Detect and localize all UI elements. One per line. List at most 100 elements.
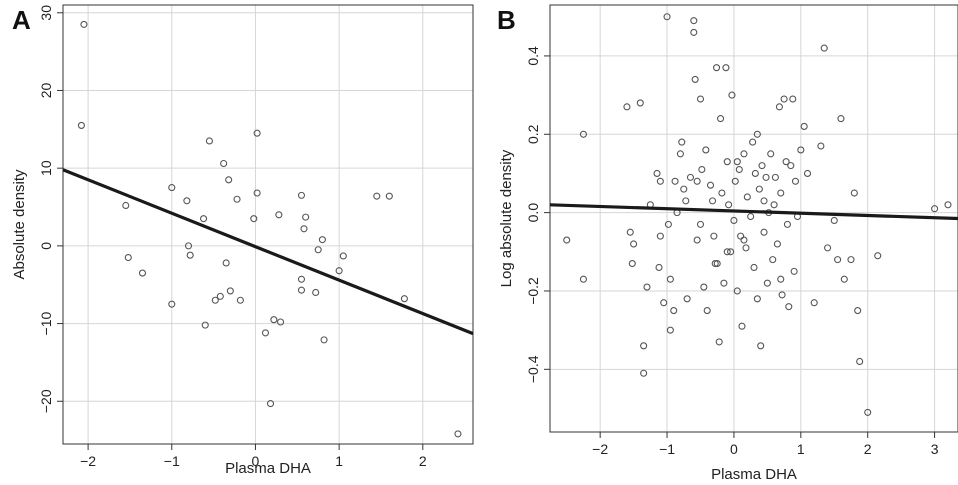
panel-b-data-point-84	[782, 158, 790, 166]
panel-b-data-point-27	[682, 197, 690, 205]
panel-b-y-tick-label: 0.4	[525, 46, 541, 66]
panel-b-data-point-86	[785, 303, 793, 311]
panel-b-y-tick-label: 0.0	[525, 203, 541, 223]
panel-b-letter: B	[497, 5, 516, 35]
panel-b-data-point-39	[703, 307, 711, 315]
panel-b-data-point-33	[693, 177, 701, 185]
panel-a-data-point-16	[222, 259, 230, 267]
panel-b-data-point-113	[753, 130, 761, 138]
panel-b-chart: −2 −1 0 1 2 3 −0.4 −0.2 0.0 0.2 0.4 Plasma DHA Log a…	[497, 4, 958, 483]
panel-a-data-point-28	[277, 318, 285, 326]
panel-b-data-point-73	[763, 279, 771, 287]
panel-a-data-point-15	[220, 159, 228, 168]
panel-a-x-axis-label: Plasma DHA	[225, 460, 311, 477]
panel-a-y-tick-label: −20	[38, 389, 54, 413]
panel-b-data-point-96	[817, 142, 825, 150]
panel-a-data-point-27	[275, 211, 283, 219]
panel-a-data-point-3	[124, 253, 132, 262]
panel-b-data-point-21	[670, 307, 678, 315]
panel-b-data-point-45	[715, 338, 723, 346]
panel-a-data-point-40	[373, 192, 381, 200]
panel-b-data-point-6	[628, 260, 636, 268]
panel-b-data-point-103	[847, 256, 855, 264]
panel-b-data-point-29	[686, 173, 695, 181]
panel-b-data-point-102	[840, 275, 848, 283]
panel-b-data-point-89	[790, 267, 798, 275]
panel-b-data-point-36	[698, 165, 706, 174]
panel-b-data-point-82	[778, 291, 786, 299]
panel-a-data-point-8	[184, 242, 193, 250]
panel-b-data-point-12	[653, 169, 661, 177]
panel-b-data-point-16	[660, 299, 668, 307]
panel-a-y-tick-label: 20	[38, 82, 54, 98]
panel-a-data-point-21	[250, 215, 258, 223]
panel-b-data-point-44	[712, 64, 721, 72]
panel-b-data-point-8	[640, 342, 648, 350]
panel-b-data-point-97	[820, 44, 828, 52]
panel-b-data-point-64	[749, 138, 757, 146]
panel-b-plot-frame	[549, 4, 958, 433]
panel-b-data-point-47	[718, 189, 726, 197]
panel-a-y-axis-label: Absolute density	[11, 169, 28, 280]
panel-b-data-point-69	[757, 342, 765, 350]
panel-b-data-point-7	[636, 99, 644, 107]
panel-a-data-point-25	[266, 400, 275, 408]
panel-b-data-point-63	[747, 212, 755, 221]
panel-b-data-point-37	[700, 283, 708, 291]
panel-a-data-point-37	[320, 336, 328, 344]
panel-a-data-point-29	[297, 191, 306, 199]
panel-b-data-point-66	[751, 169, 759, 177]
panel-b-data-point-70	[758, 162, 766, 170]
panel-a-data-point-18	[226, 287, 234, 295]
panel-a-x-tick-label: 2	[419, 453, 427, 469]
panel-b-data-point-109	[931, 205, 939, 213]
panel-b-data-point-51	[725, 201, 733, 209]
panel-b-data-point-15	[655, 263, 663, 272]
panel-b-data-point-76	[769, 256, 777, 264]
panel-b-data-point-2	[579, 275, 587, 283]
panel-b-data-point-42	[710, 232, 718, 240]
panel-b-x-tick-label: 0	[730, 441, 738, 457]
panel-b-data-point-35	[696, 95, 705, 103]
panel-b-data-point-107	[864, 408, 872, 416]
panel-a-data-point-36	[318, 236, 326, 244]
panel-a-data-point-34	[312, 288, 320, 297]
panel-b-data-point-105	[854, 307, 862, 315]
panel-a-data-point-24	[261, 329, 270, 337]
panel-a-data-point-9	[186, 251, 194, 259]
panel-a-data-point-30	[297, 275, 306, 283]
panel-b-data-point-48	[720, 279, 728, 287]
panel-b-data-point-38	[702, 146, 710, 154]
panel-a-data-point-11	[201, 321, 209, 329]
panel-b-data-point-17	[663, 13, 671, 21]
panel-a-data-point-19	[233, 195, 241, 203]
panel-b-data-point-81	[777, 189, 785, 197]
panel-b-data-point-92	[797, 146, 805, 154]
panel-a-data-point-26	[270, 316, 278, 324]
panel-b-data-point-18	[664, 220, 672, 228]
panel-b-data-point-61	[742, 244, 750, 252]
panel-a-data-point-14	[216, 292, 224, 300]
panel-b-data-point-22	[671, 177, 679, 185]
panel-b-y-tick-label: 0.2	[525, 124, 541, 144]
panel-b-data-point-94	[803, 169, 812, 177]
panel-b-data-point-54	[730, 216, 738, 225]
panel-b-data-point-59	[738, 322, 746, 330]
panel-a-data-point-4	[138, 269, 147, 277]
panel-b-y-tick-label: −0.2	[525, 277, 541, 305]
panel-b-data-point-90	[791, 177, 800, 185]
panel-b-data-point-9	[640, 369, 648, 377]
panel-b-y-tick-label: −0.4	[525, 355, 541, 383]
panel-b-data-point-1	[579, 130, 587, 138]
panel-b-data-point-85	[783, 220, 791, 228]
panel-b-data-point-115	[777, 275, 785, 283]
panel-a-data-point-23	[253, 189, 261, 197]
panel-b-data-point-34	[693, 236, 701, 244]
panel-b-data-point-30	[690, 17, 698, 25]
panel-b-data-point-68	[755, 185, 763, 193]
panel-b-data-point-62	[743, 193, 751, 201]
panel-b-data-point-87	[787, 162, 795, 170]
panel-a-data-point-6	[168, 300, 176, 308]
